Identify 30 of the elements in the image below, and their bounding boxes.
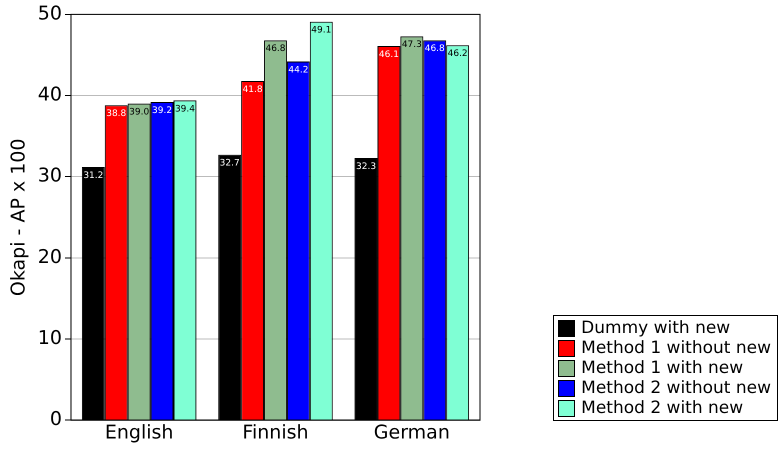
- legend-label: Method 2 without new: [581, 378, 771, 398]
- text: 47.3: [402, 40, 422, 50]
- text: 44.2: [288, 65, 308, 76]
- text: 31.2: [83, 170, 104, 181]
- x-tick-label: German: [374, 422, 450, 444]
- y-tick-label: 20: [38, 246, 62, 268]
- legend-label: Method 2 with new: [581, 398, 744, 418]
- text: 49.1: [311, 26, 332, 36]
- text: 39.0: [129, 108, 150, 118]
- text: 46.8: [424, 44, 445, 54]
- y-tick-label: 0: [50, 408, 62, 430]
- text: 46.2: [448, 49, 468, 60]
- x-tick-label: English: [104, 422, 174, 444]
- text: 32.3: [356, 162, 376, 172]
- legend-label: Dummy with new: [581, 318, 730, 338]
- y-axis-title: Okapi - AP x 100: [7, 138, 30, 296]
- text: 39.4: [174, 104, 195, 114]
- text: 38.8: [106, 109, 126, 120]
- y-tick-label: 40: [38, 83, 62, 106]
- text: 46.8: [265, 44, 286, 54]
- text: 41.8: [242, 84, 263, 95]
- text: 32.7: [220, 158, 240, 169]
- legend-label: Method 1 without new: [581, 338, 771, 358]
- y-tick-label: 50: [38, 2, 62, 24]
- text: 39.2: [152, 106, 172, 116]
- legend-label: Method 1 with new: [581, 358, 744, 378]
- text: 46.1: [378, 50, 399, 60]
- x-tick-label: Finnish: [242, 422, 309, 444]
- y-tick-label: 10: [38, 326, 62, 349]
- y-tick-label: 30: [38, 164, 62, 187]
